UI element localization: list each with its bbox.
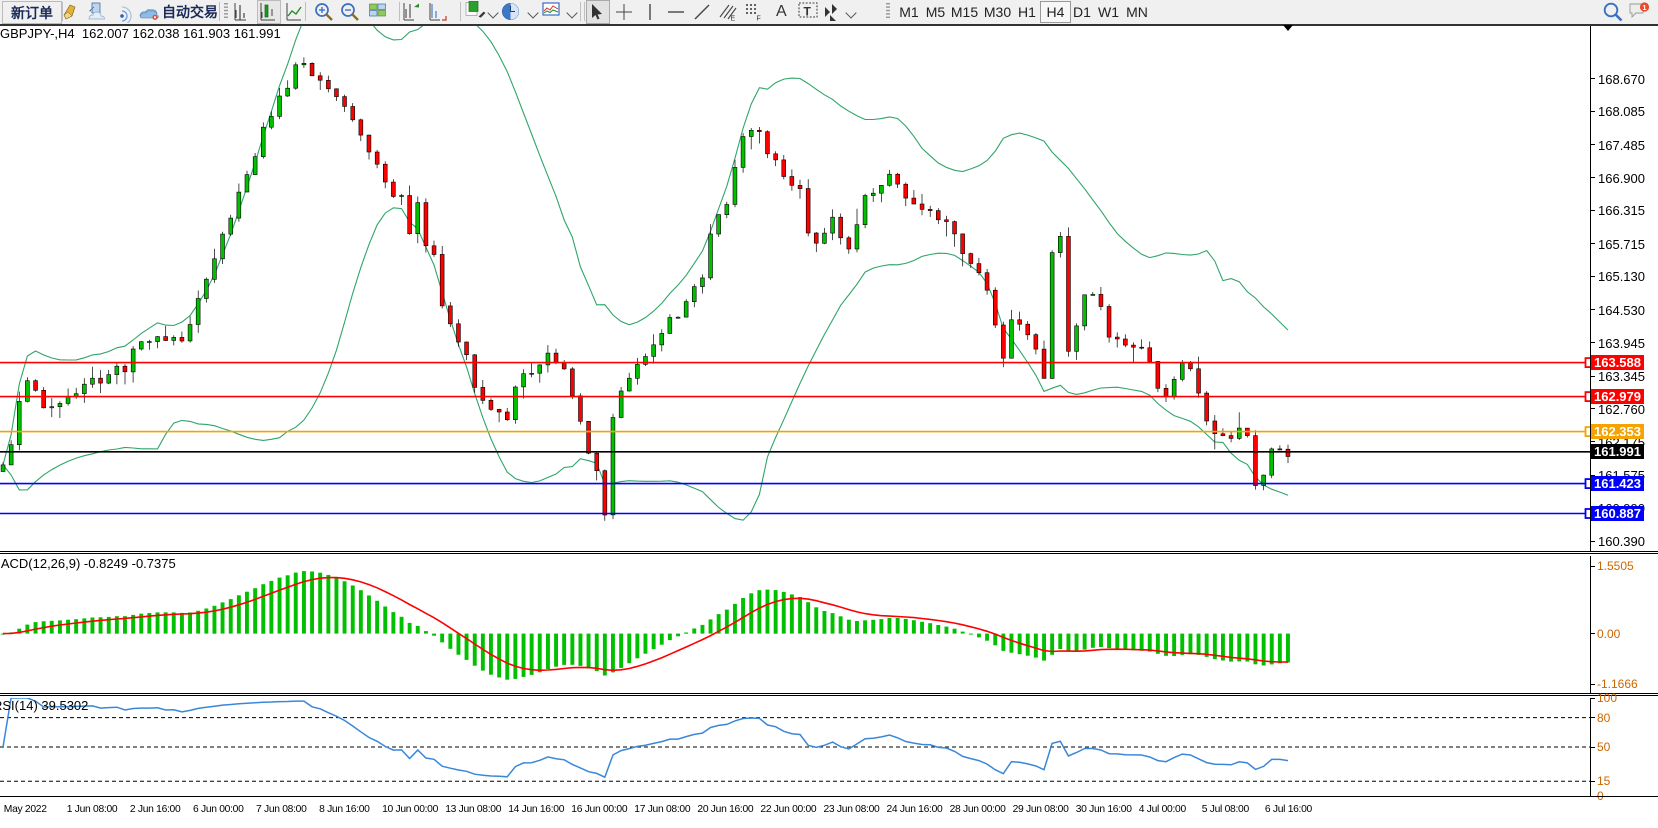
svg-text:F: F bbox=[757, 16, 761, 23]
svg-text:E: E bbox=[731, 16, 736, 23]
svg-text:1: 1 bbox=[1642, 3, 1646, 12]
svg-text:T: T bbox=[804, 5, 812, 19]
